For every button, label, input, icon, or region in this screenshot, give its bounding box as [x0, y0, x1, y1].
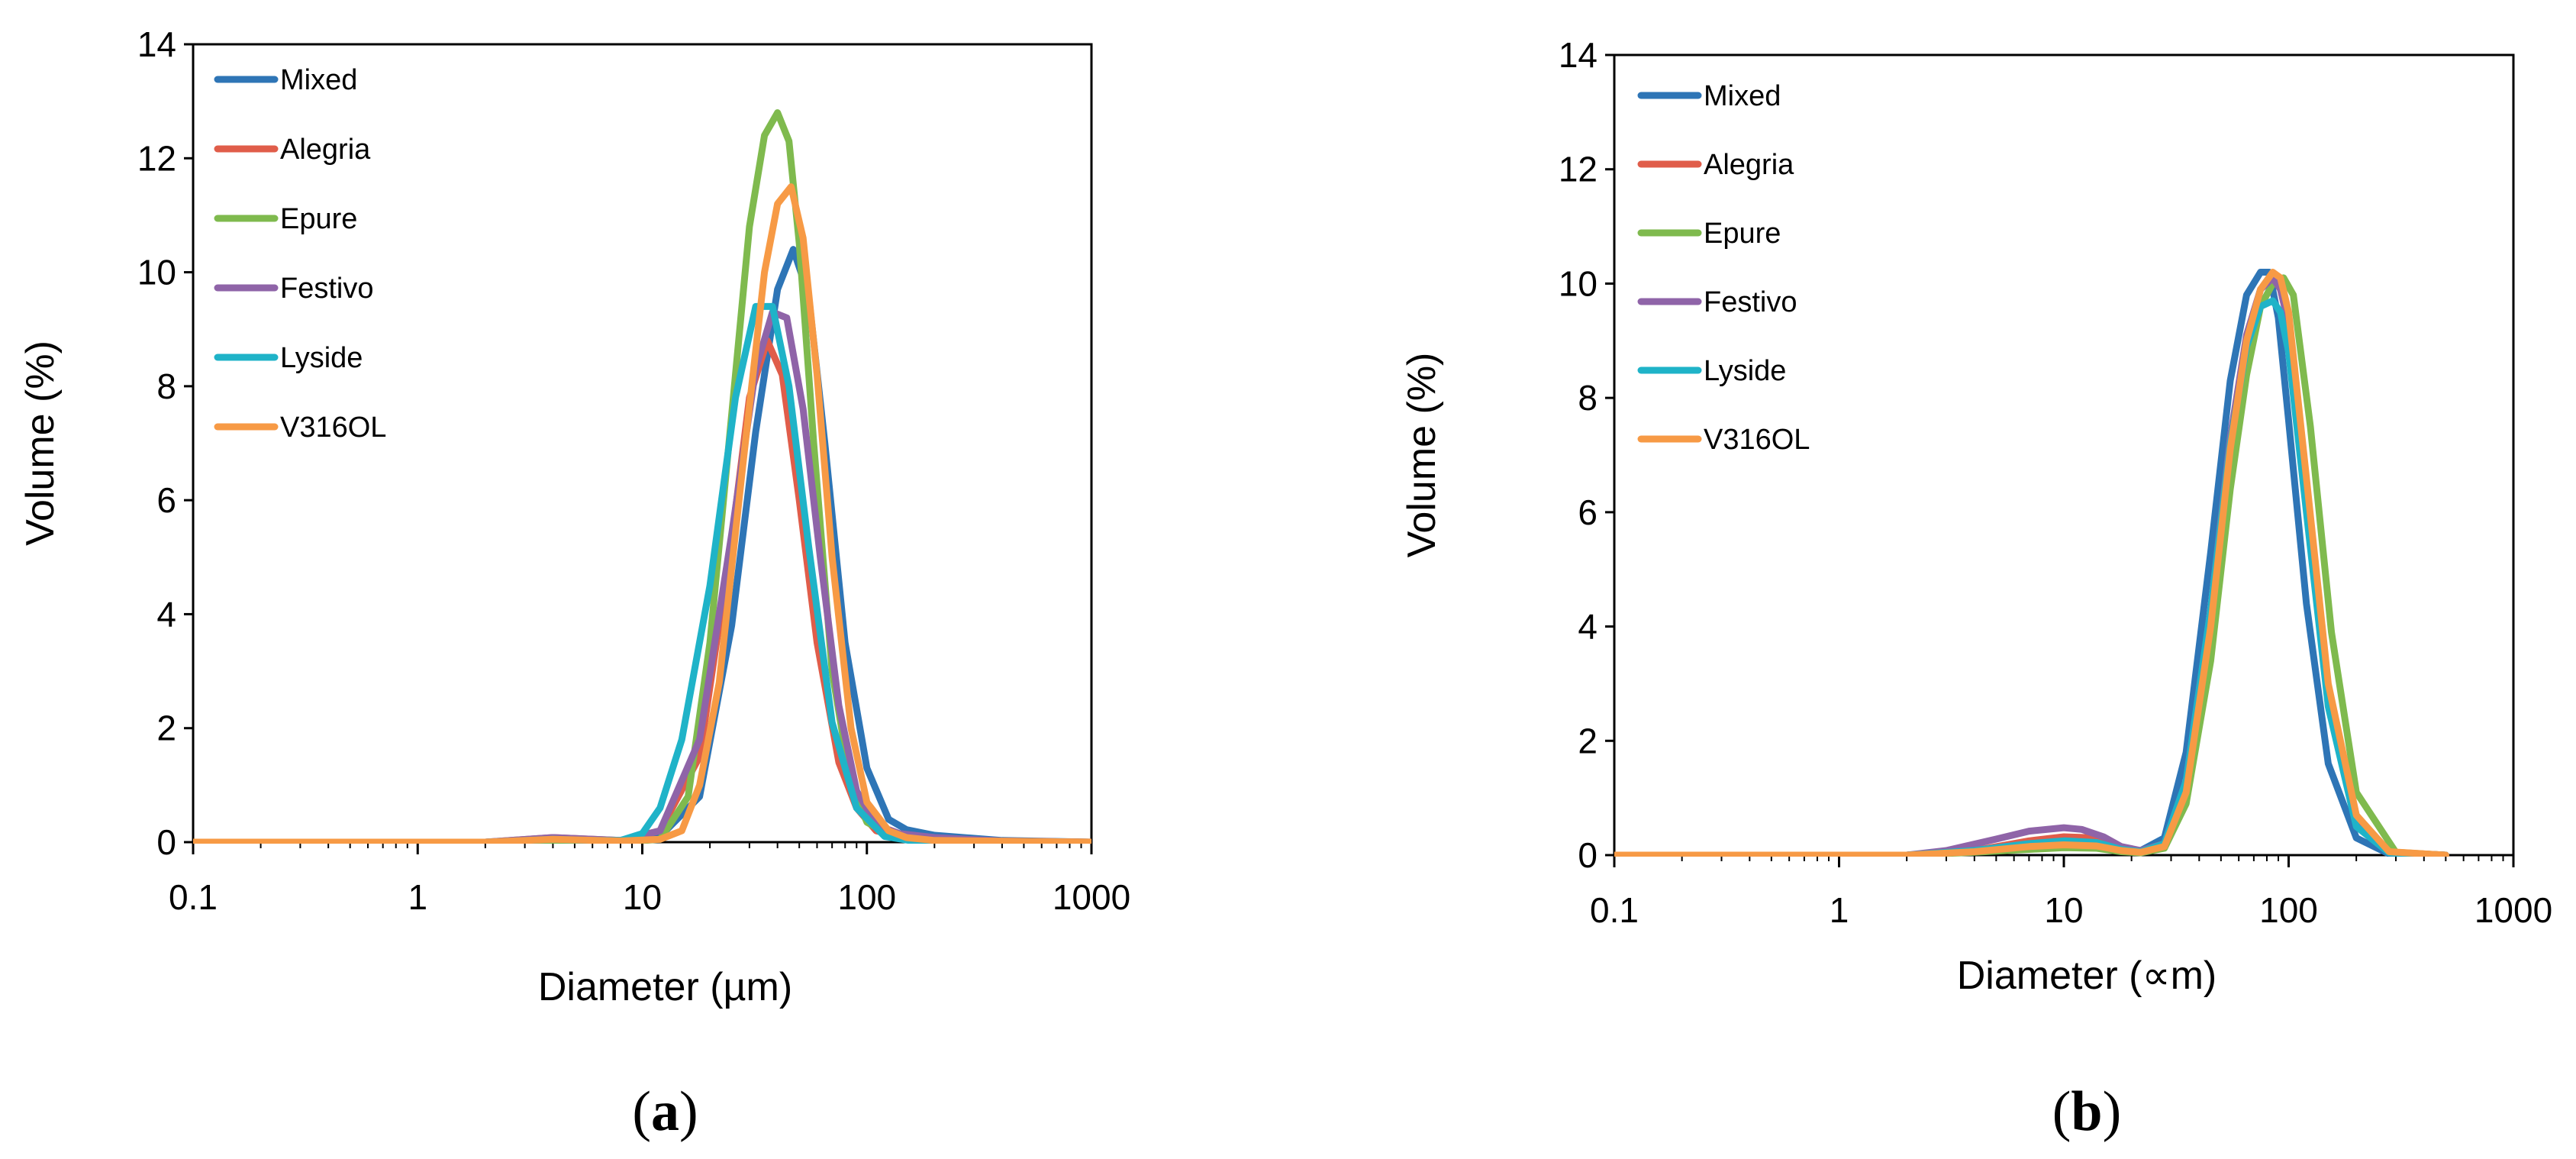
- panel-paren-close: ): [679, 1080, 698, 1143]
- y-tick-label: 0: [1578, 835, 1598, 875]
- x-tick-label: 0.1: [1590, 890, 1639, 930]
- legend-label: Mixed: [280, 64, 357, 96]
- y-tick-label: 8: [1578, 378, 1598, 418]
- panel-letter: b: [2071, 1080, 2102, 1143]
- legend-label: Alegria: [1704, 149, 1794, 181]
- x-tick-label: 100: [2259, 890, 2318, 930]
- y-tick-label: 10: [1559, 263, 1598, 303]
- x-tick-label: 100: [837, 877, 896, 917]
- legend-label: Lyside: [1704, 355, 1786, 387]
- y-tick-label: 14: [1559, 35, 1598, 75]
- x-axis-title: Diameter (∝m): [1957, 954, 2217, 998]
- legend-label: Epure: [1704, 218, 1781, 250]
- legend-label: Epure: [280, 203, 357, 235]
- x-tick-label: 1: [408, 877, 427, 917]
- y-tick-label: 0: [156, 822, 176, 862]
- panel-label: (b): [2052, 1080, 2121, 1143]
- panel-paren-close: ): [2103, 1080, 2122, 1143]
- panel-label: (a): [632, 1080, 698, 1143]
- legend-label: Festivo: [1704, 286, 1797, 318]
- y-tick-label: 10: [137, 253, 176, 292]
- y-tick-label: 12: [1559, 150, 1598, 189]
- y-tick-label: 14: [137, 24, 176, 64]
- x-axis-title: Diameter (µm): [538, 965, 792, 1009]
- legend-label: Alegria: [280, 134, 371, 166]
- y-tick-label: 8: [156, 366, 176, 406]
- panel-paren-open: (: [2052, 1080, 2071, 1143]
- y-tick-label: 2: [156, 709, 176, 748]
- series-line-festivo: [193, 308, 1091, 844]
- series-line-v316ol: [193, 183, 1091, 844]
- legend-label: V316OL: [1704, 424, 1810, 456]
- y-axis-title: Volume (%): [18, 341, 63, 546]
- panel-letter: a: [651, 1080, 679, 1143]
- legend-label: Lyside: [280, 342, 363, 374]
- series-line-v316ol: [1614, 269, 2449, 857]
- panel-paren-open: (: [632, 1080, 651, 1143]
- y-tick-label: 4: [1578, 607, 1598, 647]
- legend-label: Mixed: [1704, 80, 1781, 112]
- x-tick-label: 10: [2044, 890, 2083, 930]
- y-tick-label: 2: [1578, 721, 1598, 760]
- x-tick-label: 1000: [2474, 890, 2552, 930]
- panel-b: 0 2 4 6 8 10 12 14 0.1 1 10 100 1000 Diameter (∝m) Vol…: [1400, 35, 2552, 1143]
- series-line-lyside: [193, 302, 1091, 844]
- panel-a: 0 2 4 6 8 10 12 14 0.1 1 10 100 1000 Diameter (µm) Vol…: [18, 24, 1130, 1143]
- y-tick-label: 6: [1578, 492, 1598, 532]
- legend-label: V316OL: [280, 412, 386, 444]
- x-tick-label: 0.1: [169, 877, 218, 917]
- y-tick-label: 4: [156, 594, 176, 634]
- x-tick-label: 10: [623, 877, 662, 917]
- legend-label: Festivo: [280, 273, 373, 305]
- y-tick-label: 6: [156, 480, 176, 520]
- series-line-mixed: [193, 246, 1091, 844]
- x-tick-label: 1000: [1053, 877, 1130, 917]
- y-axis-title: Volume (%): [1400, 353, 1444, 558]
- x-tick-label: 1: [1830, 890, 1849, 930]
- y-tick-label: 12: [137, 138, 176, 178]
